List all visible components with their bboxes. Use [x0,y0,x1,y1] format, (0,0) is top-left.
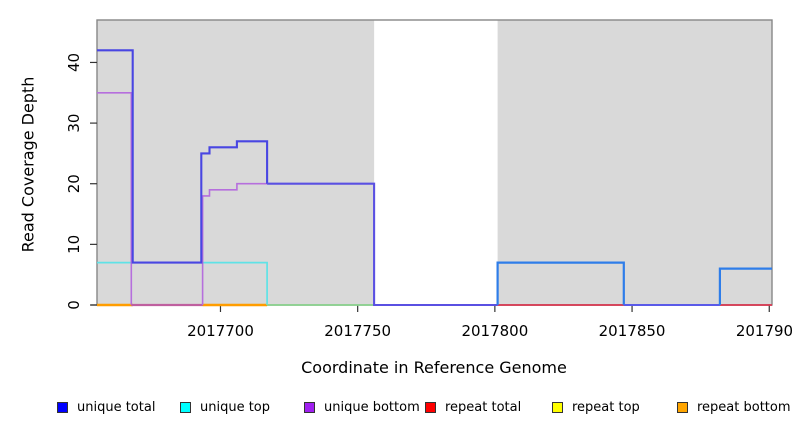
x-tick-label: 2017700 [187,322,254,340]
legend-label: unique total [77,399,156,415]
legend-item-unique-total: unique total [57,399,155,415]
legend-item-unique-top: unique top [180,399,270,415]
x-tick-label: 2017750 [324,322,391,340]
series-unique-total [496,261,625,305]
x-axis-title: Coordinate in Reference Genome [301,358,567,377]
series-unique-total [267,182,498,307]
y-tick-label: 30 [65,114,83,133]
legend-item-unique-bottom: unique bottom [304,399,420,415]
legend-label: unique bottom [324,399,420,415]
legend-swatch-icon [552,401,563,413]
y-tick-label: 20 [65,174,83,193]
legend-label: repeat total [445,399,522,415]
series-unique-total [718,267,772,305]
legend-label: repeat top [572,399,640,415]
x-tick-label: 2017800 [461,322,528,340]
legend-item-repeat-total: repeat total [425,399,521,415]
y-tick-label: 40 [65,53,83,72]
y-tick-label: 0 [65,300,83,310]
x-tick-label: 2017850 [599,322,666,340]
legend-swatch-icon [425,401,436,413]
legend-swatch-icon [57,401,68,413]
legend: unique total unique top unique bottom repea… [0,399,792,419]
legend-label: unique top [200,399,271,415]
legend-item-repeat-top: repeat top [552,399,640,415]
y-axis-title: Read Coverage Depth [18,76,38,253]
series-unique-total [97,49,269,264]
series-unique-bottom [97,92,133,305]
legend-swatch-icon [677,401,688,413]
y-tick-label: 10 [65,235,83,254]
legend-item-repeat-bottom: repeat bottom [677,399,791,415]
series-unique-bottom [201,182,268,305]
coverage-band [97,20,375,305]
legend-swatch-icon [180,401,191,413]
legend-label: repeat bottom [697,399,791,415]
coverage-band [497,20,772,305]
legend-swatch-icon [304,401,315,413]
